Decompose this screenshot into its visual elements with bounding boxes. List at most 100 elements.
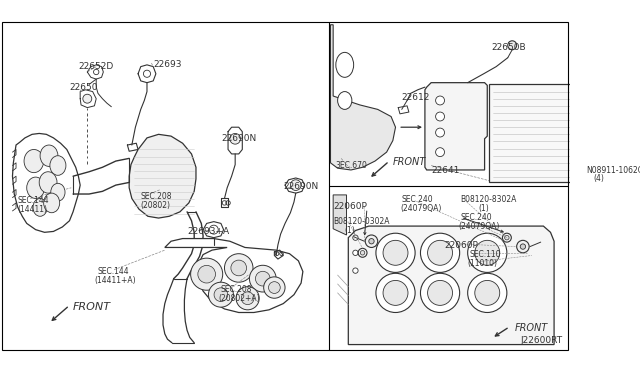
Polygon shape	[164, 238, 303, 312]
Text: (24079QA): (24079QA)	[400, 204, 442, 213]
Circle shape	[508, 41, 516, 50]
Circle shape	[353, 235, 358, 240]
Text: (1): (1)	[345, 226, 355, 235]
Circle shape	[365, 235, 378, 247]
Text: (1): (1)	[478, 204, 489, 213]
Ellipse shape	[338, 92, 352, 109]
Circle shape	[573, 126, 581, 134]
Text: 22693+A: 22693+A	[187, 227, 229, 236]
Ellipse shape	[24, 150, 44, 173]
Polygon shape	[425, 83, 487, 170]
Circle shape	[376, 273, 415, 312]
Text: J22600RT: J22600RT	[521, 336, 563, 344]
Text: (20802+A): (20802+A)	[218, 294, 260, 303]
Circle shape	[475, 280, 500, 305]
Text: SEC.240: SEC.240	[461, 213, 492, 222]
Circle shape	[436, 148, 445, 157]
Text: FRONT: FRONT	[73, 302, 111, 312]
Circle shape	[250, 265, 276, 292]
Text: 22650B: 22650B	[492, 44, 526, 52]
Text: (4): (4)	[593, 174, 604, 183]
Circle shape	[369, 238, 374, 244]
Text: (20802): (20802)	[141, 201, 171, 210]
Circle shape	[198, 265, 216, 283]
Text: FRONT: FRONT	[393, 157, 426, 167]
Polygon shape	[330, 22, 568, 185]
Circle shape	[420, 273, 460, 312]
Circle shape	[241, 292, 254, 305]
Circle shape	[420, 233, 460, 272]
Ellipse shape	[33, 199, 47, 216]
Circle shape	[353, 250, 358, 256]
Circle shape	[264, 277, 285, 298]
Polygon shape	[333, 190, 566, 347]
Ellipse shape	[39, 172, 57, 193]
Circle shape	[336, 214, 343, 221]
Circle shape	[225, 254, 253, 282]
Circle shape	[468, 273, 507, 312]
Circle shape	[428, 280, 452, 305]
Circle shape	[573, 94, 581, 102]
Circle shape	[573, 169, 581, 176]
Text: 22690N: 22690N	[284, 182, 319, 192]
Circle shape	[436, 112, 445, 121]
Circle shape	[436, 128, 445, 137]
Circle shape	[360, 251, 365, 255]
Circle shape	[520, 244, 525, 249]
Text: SEC.144: SEC.144	[18, 196, 49, 205]
Circle shape	[516, 240, 529, 253]
Text: 22693: 22693	[153, 60, 182, 68]
Text: SEC.110: SEC.110	[470, 250, 501, 259]
Text: (14411): (14411)	[18, 205, 48, 214]
Text: SEC.208: SEC.208	[221, 285, 252, 294]
Circle shape	[231, 260, 246, 276]
Circle shape	[291, 180, 301, 190]
Circle shape	[255, 271, 270, 286]
Circle shape	[573, 158, 581, 166]
Text: 22690N: 22690N	[221, 134, 256, 143]
Text: 22060P: 22060P	[333, 202, 367, 211]
Text: SEC.144: SEC.144	[98, 267, 130, 276]
Text: SEC.240: SEC.240	[402, 195, 433, 204]
Circle shape	[236, 287, 259, 310]
Text: FRONT: FRONT	[515, 323, 548, 333]
Bar	[489, 84, 573, 182]
Circle shape	[383, 240, 408, 265]
Circle shape	[468, 233, 507, 272]
Circle shape	[436, 96, 445, 105]
Ellipse shape	[44, 193, 60, 213]
Text: 22650: 22650	[70, 83, 98, 92]
Text: 22060P: 22060P	[445, 241, 478, 250]
Circle shape	[573, 116, 581, 123]
Circle shape	[336, 200, 343, 207]
Text: B08120-0302A: B08120-0302A	[333, 217, 390, 226]
Ellipse shape	[336, 52, 354, 77]
Circle shape	[269, 282, 280, 294]
Ellipse shape	[51, 183, 65, 201]
Text: SEC.208: SEC.208	[141, 192, 172, 201]
Ellipse shape	[27, 177, 45, 199]
Circle shape	[383, 280, 408, 305]
Text: (24079QA): (24079QA)	[459, 222, 500, 231]
Polygon shape	[333, 195, 346, 235]
Text: 22652D: 22652D	[78, 62, 114, 71]
Polygon shape	[12, 134, 80, 232]
Polygon shape	[330, 25, 396, 170]
Polygon shape	[129, 134, 196, 218]
Circle shape	[83, 94, 92, 103]
Circle shape	[376, 233, 415, 272]
Text: 22612: 22612	[402, 93, 430, 102]
Ellipse shape	[50, 156, 66, 175]
Circle shape	[209, 282, 234, 307]
Ellipse shape	[40, 145, 58, 166]
Polygon shape	[348, 226, 554, 344]
Text: N08911-1062G: N08911-1062G	[586, 166, 640, 174]
Circle shape	[475, 240, 500, 265]
Text: B08120-8302A: B08120-8302A	[461, 195, 517, 204]
Text: (11010): (11010)	[468, 259, 498, 268]
Text: 3EC.670: 3EC.670	[336, 161, 368, 170]
Circle shape	[573, 105, 581, 112]
Circle shape	[428, 240, 452, 265]
Text: 22641: 22641	[431, 166, 460, 174]
Circle shape	[573, 148, 581, 155]
